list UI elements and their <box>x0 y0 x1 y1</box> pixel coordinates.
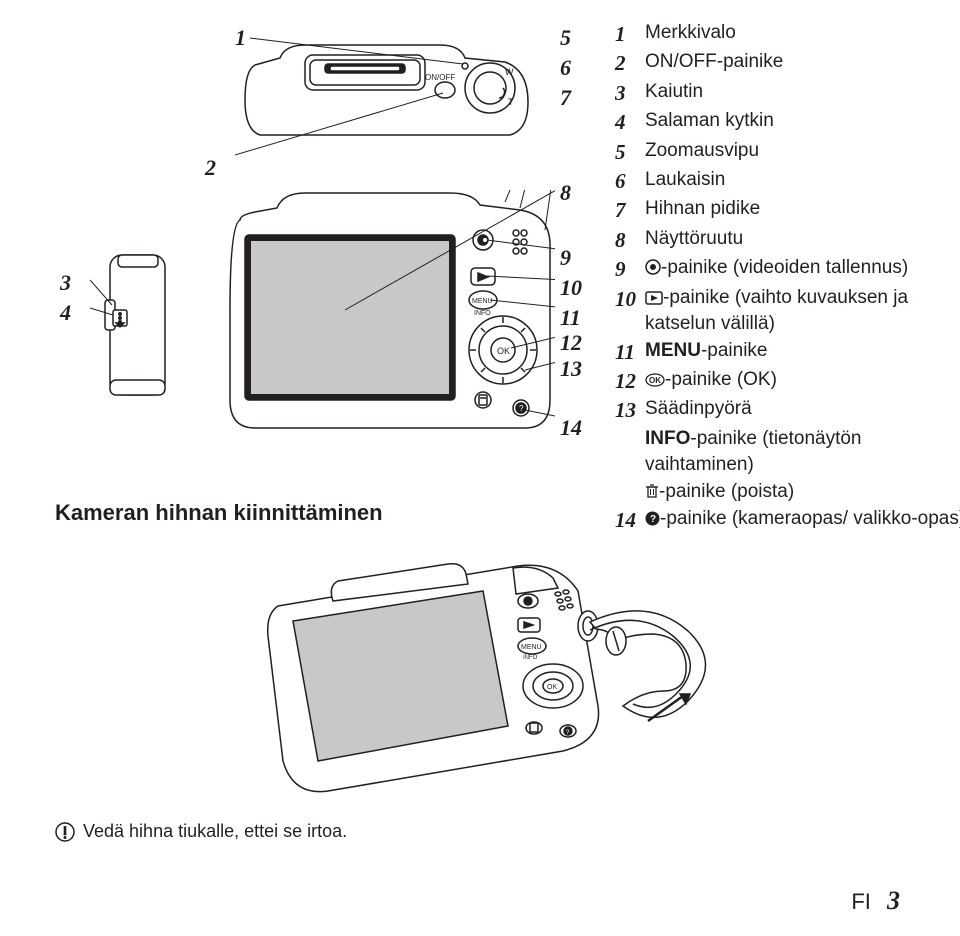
trash-icon <box>645 483 659 499</box>
callout-6: 6 <box>560 55 571 81</box>
legend-row: 1Merkkivalo <box>615 20 960 49</box>
figure-camera-strap: MENU INFO OK ? <box>218 536 738 816</box>
callout-13: 13 <box>560 356 582 382</box>
legend-row: 3Kaiutin <box>615 79 960 108</box>
callout-11: 11 <box>560 305 581 331</box>
callout-9: 9 <box>560 245 571 271</box>
record-icon <box>645 259 661 275</box>
callout-14: 14 <box>560 415 582 441</box>
svg-text:MENU: MENU <box>521 644 542 651</box>
svg-text:INFO: INFO <box>474 310 491 317</box>
section-title-strap: Kameran hihnan kiinnittäminen <box>55 500 900 526</box>
callout-10: 10 <box>560 275 582 301</box>
legend-row: 4Salaman kytkin <box>615 108 960 137</box>
legend-row: 8Näyttöruutu <box>615 226 960 255</box>
legend-subrow: INFO-painike (tietonäytön vaihtaminen) <box>645 426 960 479</box>
legend-row: 6Laukaisin <box>615 167 960 196</box>
legend-row: 9 -painike (videoiden tallennus) <box>615 255 960 284</box>
callout-7: 7 <box>560 85 571 111</box>
page-footer: FI 3 <box>851 886 900 916</box>
legend-row: 11MENU-painike <box>615 338 960 367</box>
callout-5: 5 <box>560 25 571 51</box>
svg-text:OK: OK <box>547 684 557 691</box>
figure-camera-top: ON/OFF W T <box>235 30 535 160</box>
svg-text:T: T <box>508 97 514 107</box>
ok-icon: OK <box>645 373 665 387</box>
caution-icon <box>55 822 75 842</box>
footer-page-number: 3 <box>887 886 900 915</box>
figure-camera-side <box>90 250 185 405</box>
legend-row: 12 OK-painike (OK) <box>615 367 960 396</box>
svg-text:?: ? <box>519 404 524 413</box>
callout-12: 12 <box>560 330 582 356</box>
legend-row: 10 -painike (vaihto kuvauksen ja katselu… <box>615 285 960 338</box>
legend-row: 5Zoomausvipu <box>615 138 960 167</box>
callout-4: 4 <box>60 300 71 326</box>
callout-3: 3 <box>60 270 71 296</box>
svg-text:OK: OK <box>649 376 661 385</box>
callout-8: 8 <box>560 180 571 206</box>
figure-camera-rear: MENU INFO OK <box>225 190 555 440</box>
svg-text:W: W <box>505 67 514 77</box>
legend-row: 7Hihnan pidike <box>615 196 960 225</box>
legend-row: 2ON/OFF-painike <box>615 49 960 78</box>
footnote-tighten-strap: Vedä hihna tiukalle, ettei se irtoa. <box>55 821 900 842</box>
parts-legend: 1Merkkivalo 2ON/OFF-painike 3Kaiutin 4Sa… <box>615 20 960 535</box>
legend-row: 13Säädinpyörä <box>615 396 960 425</box>
svg-text:MENU: MENU <box>472 298 493 305</box>
svg-text:ON/OFF: ON/OFF <box>425 73 455 82</box>
callout-2: 2 <box>205 155 216 181</box>
playback-icon <box>645 291 663 305</box>
svg-text:INFO: INFO <box>523 655 538 661</box>
footer-lang: FI <box>851 889 871 914</box>
svg-text:OK: OK <box>497 346 510 356</box>
